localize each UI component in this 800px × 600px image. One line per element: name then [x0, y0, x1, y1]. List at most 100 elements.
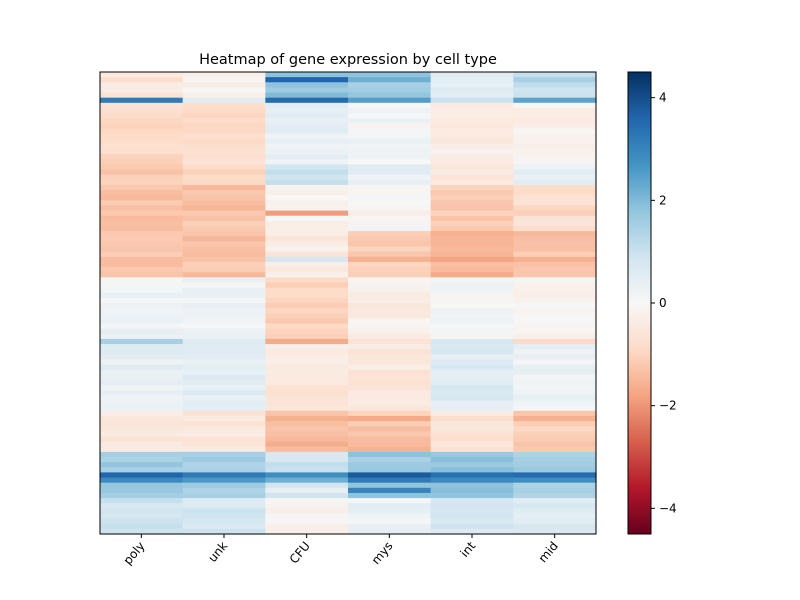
- heatmap-cell: [513, 200, 597, 207]
- heatmap-cell: [100, 92, 184, 99]
- heatmap-cell: [265, 143, 349, 150]
- heatmap-cell: [348, 338, 432, 345]
- heatmap-cell: [430, 287, 514, 294]
- heatmap-cell: [513, 149, 597, 155]
- heatmap-cell: [513, 508, 597, 515]
- heatmap-cell: [100, 318, 184, 325]
- heatmap-cell: [513, 344, 597, 350]
- heatmap-cell: [513, 128, 597, 135]
- heatmap-cell: [513, 267, 597, 273]
- heatmap-cell: [182, 128, 266, 135]
- colorbar-tick-label: 0: [659, 296, 667, 310]
- heatmap-cell: [265, 395, 349, 402]
- heatmap-cell: [182, 123, 266, 130]
- heatmap-cell: [513, 415, 597, 422]
- heatmap-cell: [265, 267, 349, 273]
- heatmap-cell: [348, 215, 432, 222]
- heatmap-cell: [348, 179, 432, 186]
- heatmap-cell: [430, 344, 514, 350]
- heatmap-cell: [430, 431, 514, 438]
- heatmap-cell: [348, 400, 432, 407]
- heatmap-cell: [513, 220, 597, 227]
- heatmap-cell: [100, 492, 184, 499]
- heatmap-cell: [100, 292, 184, 299]
- heatmap-cell: [182, 205, 266, 212]
- heatmap-cell: [348, 395, 432, 402]
- heatmap-cell: [430, 333, 514, 340]
- heatmap-cell: [265, 503, 349, 509]
- heatmap-cell: [348, 195, 432, 201]
- heatmap-cell: [182, 328, 266, 335]
- heatmap-cell: [513, 303, 597, 309]
- heatmap-cell: [348, 472, 432, 479]
- heatmap-cell: [100, 436, 184, 443]
- heatmap-cell: [100, 287, 184, 294]
- heatmap-cell: [513, 313, 597, 319]
- heatmap-cell: [430, 251, 514, 258]
- heatmap-cell: [182, 184, 266, 191]
- heatmap-cell: [430, 457, 514, 463]
- heatmap-cell: [430, 462, 514, 468]
- heatmap-cell: [513, 421, 597, 427]
- heatmap-cell: [513, 359, 597, 366]
- heatmap-cell: [430, 400, 514, 407]
- heatmap-cell: [513, 226, 597, 232]
- heatmap-cell: [430, 164, 514, 171]
- heatmap-cell: [100, 220, 184, 227]
- heatmap-cell: [182, 436, 266, 443]
- heatmap-cell: [513, 287, 597, 294]
- heatmap-cell: [182, 164, 266, 171]
- heatmap-cell: [100, 277, 184, 284]
- heatmap-cell: [430, 138, 514, 145]
- heatmap-cell: [348, 482, 432, 489]
- heatmap-cell: [100, 426, 184, 432]
- heatmap-cell: [100, 344, 184, 350]
- heatmap-cell: [430, 169, 514, 176]
- heatmap-cell: [348, 436, 432, 443]
- heatmap-cell: [430, 308, 514, 314]
- heatmap-cell: [100, 138, 184, 145]
- heatmap-cell: [265, 415, 349, 422]
- heatmap-cell: [265, 344, 349, 350]
- heatmap-cell: [265, 246, 349, 253]
- heatmap-cell: [348, 118, 432, 124]
- heatmap-cell: [430, 118, 514, 124]
- heatmap-cell: [100, 482, 184, 489]
- heatmap-cell: [265, 287, 349, 294]
- heatmap-cell: [348, 123, 432, 130]
- heatmap-cell: [182, 390, 266, 396]
- heatmap-cell: [348, 303, 432, 309]
- heatmap-cell: [265, 303, 349, 309]
- heatmap-cell: [513, 143, 597, 150]
- heatmap-cell: [182, 451, 266, 458]
- heatmap-cell: [348, 354, 432, 361]
- heatmap-cell: [265, 138, 349, 145]
- heatmap-cell: [430, 410, 514, 417]
- heatmap-cell: [100, 205, 184, 212]
- heatmap-cell: [430, 159, 514, 165]
- heatmap-cell: [100, 179, 184, 186]
- heatmap-cell: [100, 421, 184, 427]
- heatmap-cell: [100, 215, 184, 222]
- heatmap-cell: [265, 313, 349, 319]
- heatmap-cell: [182, 241, 266, 248]
- heatmap-cell: [265, 282, 349, 289]
- heatmap-cell: [348, 169, 432, 176]
- heatmap-cell: [182, 190, 266, 196]
- heatmap-cell: [430, 446, 514, 453]
- heatmap-cell: [348, 421, 432, 427]
- heatmap-cell: [265, 92, 349, 99]
- colorbar-tick-label: 4: [659, 91, 667, 105]
- heatmap-cell: [348, 92, 432, 99]
- heatmap-cell: [430, 323, 514, 330]
- heatmap-cell: [265, 369, 349, 376]
- heatmap-cell: [182, 477, 266, 484]
- heatmap-cell: [100, 169, 184, 176]
- heatmap-cell: [265, 487, 349, 494]
- heatmap-cell: [265, 184, 349, 191]
- heatmap-cell: [182, 385, 266, 391]
- heatmap-cell: [348, 164, 432, 171]
- heatmap-cell: [513, 426, 597, 432]
- heatmap-cell: [265, 236, 349, 242]
- heatmap-cell: [100, 210, 184, 217]
